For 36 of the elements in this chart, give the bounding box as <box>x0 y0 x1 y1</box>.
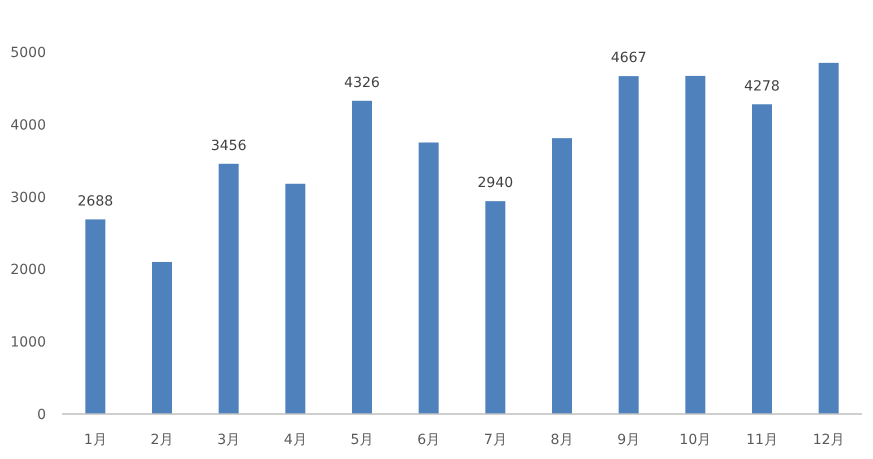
bar <box>418 142 439 414</box>
x-tick-label: 5月 <box>350 432 374 448</box>
bar <box>352 100 372 414</box>
y-tick-label: 4000 <box>10 117 46 134</box>
bar <box>485 201 506 414</box>
x-tick-label: 2月 <box>150 432 174 448</box>
x-tick-label: 3月 <box>217 432 240 448</box>
data-label: 3456 <box>210 138 247 154</box>
y-tick-label: 1000 <box>10 334 46 351</box>
data-label: 4278 <box>744 78 780 94</box>
bar <box>552 138 572 414</box>
x-tick-label: 9月 <box>617 432 640 448</box>
data-label: 4667 <box>610 50 646 66</box>
bar <box>818 62 839 414</box>
bar <box>618 76 639 414</box>
x-tick-label: 10月 <box>679 432 712 448</box>
x-tick-label: 4月 <box>284 432 307 448</box>
x-tick-label: 11月 <box>746 432 778 448</box>
y-tick-label: 3000 <box>10 190 46 206</box>
x-tick-label: 8月 <box>550 432 574 448</box>
x-tick-label: 12月 <box>812 432 845 448</box>
bar <box>85 219 106 414</box>
bar <box>152 262 172 414</box>
y-tick-label: 0 <box>37 407 46 423</box>
bar <box>218 164 239 414</box>
x-tick-label: 7月 <box>484 432 507 448</box>
bar <box>685 76 706 414</box>
data-label: 4326 <box>344 74 380 91</box>
y-tick-label: 2000 <box>10 262 46 278</box>
data-label: 2688 <box>78 193 114 210</box>
data-label: 2940 <box>478 175 514 192</box>
bar <box>285 184 306 414</box>
y-tick-label: 5000 <box>10 45 46 61</box>
x-tick-label: 1月 <box>84 432 107 448</box>
bar <box>752 104 772 414</box>
x-tick-label: 6月 <box>417 432 440 448</box>
